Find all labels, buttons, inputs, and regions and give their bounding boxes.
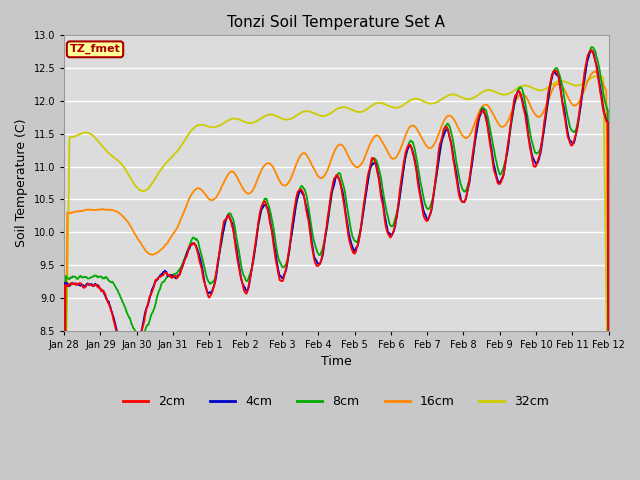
X-axis label: Time: Time: [321, 355, 352, 369]
Text: TZ_fmet: TZ_fmet: [70, 44, 120, 54]
Title: Tonzi Soil Temperature Set A: Tonzi Soil Temperature Set A: [227, 15, 445, 30]
Legend: 2cm, 4cm, 8cm, 16cm, 32cm: 2cm, 4cm, 8cm, 16cm, 32cm: [118, 390, 554, 413]
Y-axis label: Soil Temperature (C): Soil Temperature (C): [15, 119, 28, 247]
